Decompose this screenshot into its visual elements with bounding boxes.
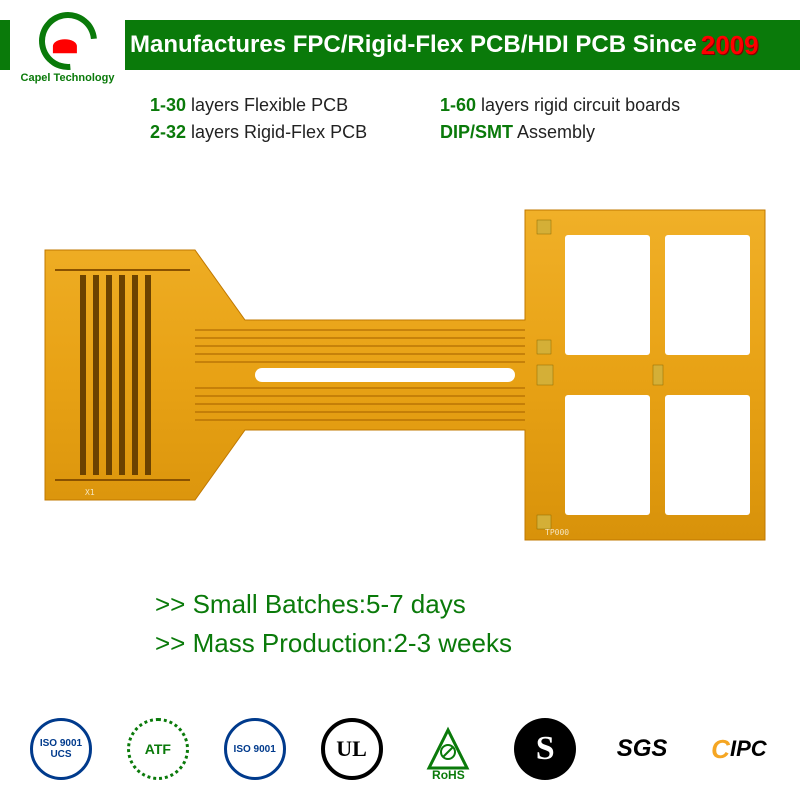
feature-rigid-boards: 1-60 layers rigid circuit boards — [440, 95, 730, 116]
certification-row: ISO 9001 UCS ATF ISO 9001 UL RoHS S SGS … — [30, 718, 770, 780]
feature-rigid-flex: 2-32 layers Rigid-Flex PCB — [150, 122, 440, 143]
small-batch-line: >> Small Batches:5-7 days — [155, 585, 512, 624]
cert-atf: ATF — [127, 718, 189, 780]
svg-text:X1: X1 — [85, 488, 95, 497]
mass-production-line: >> Mass Production:2-3 weeks — [155, 624, 512, 663]
cert-s-mark: S — [514, 718, 576, 780]
lead-time-info: >> Small Batches:5-7 days >> Mass Produc… — [155, 585, 512, 663]
brand-logo: Capel Technology — [10, 5, 125, 90]
feature-grid: 1-30 layers Flexible PCB 1-60 layers rig… — [150, 95, 730, 143]
product-image: X1 TP000 — [25, 190, 775, 560]
brand-name: Capel Technology — [21, 72, 115, 84]
cert-iso-ucs: ISO 9001 UCS — [30, 718, 92, 780]
header-tagline: Manufactures FPC/Rigid-Flex PCB/HDI PCB … — [130, 31, 697, 59]
cert-rohs: RoHS — [417, 718, 479, 780]
logo-mark — [27, 0, 109, 81]
cert-ipc: CIPC — [708, 718, 770, 780]
cert-iso9001: ISO 9001 — [224, 718, 286, 780]
header-year: 2009 — [701, 30, 759, 61]
cert-sgs: SGS — [611, 718, 673, 780]
feature-flexible-pcb: 1-30 layers Flexible PCB — [150, 95, 440, 116]
cert-ul: UL — [321, 718, 383, 780]
svg-text:TP000: TP000 — [545, 528, 569, 537]
feature-assembly: DIP/SMT Assembly — [440, 122, 730, 143]
